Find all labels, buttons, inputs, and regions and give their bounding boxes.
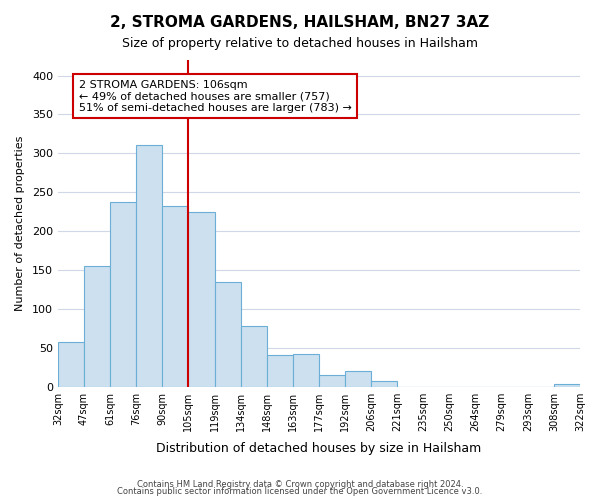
Bar <box>345 371 371 386</box>
Y-axis label: Number of detached properties: Number of detached properties <box>15 136 25 311</box>
Bar <box>267 355 293 386</box>
Bar <box>110 202 136 386</box>
Text: 2 STROMA GARDENS: 106sqm
← 49% of detached houses are smaller (757)
51% of semi-: 2 STROMA GARDENS: 106sqm ← 49% of detach… <box>79 80 352 113</box>
Bar <box>188 212 215 386</box>
Bar <box>84 266 110 386</box>
Bar <box>163 206 188 386</box>
Bar <box>371 381 397 386</box>
Text: Contains public sector information licensed under the Open Government Licence v3: Contains public sector information licen… <box>118 487 482 496</box>
Bar <box>136 145 163 386</box>
Bar <box>215 282 241 387</box>
Bar <box>319 375 345 386</box>
Bar <box>293 354 319 386</box>
Text: Size of property relative to detached houses in Hailsham: Size of property relative to detached ho… <box>122 38 478 51</box>
X-axis label: Distribution of detached houses by size in Hailsham: Distribution of detached houses by size … <box>157 442 482 455</box>
Bar <box>58 342 84 386</box>
Bar <box>241 326 267 386</box>
Text: Contains HM Land Registry data © Crown copyright and database right 2024.: Contains HM Land Registry data © Crown c… <box>137 480 463 489</box>
Text: 2, STROMA GARDENS, HAILSHAM, BN27 3AZ: 2, STROMA GARDENS, HAILSHAM, BN27 3AZ <box>110 15 490 30</box>
Bar <box>554 384 580 386</box>
